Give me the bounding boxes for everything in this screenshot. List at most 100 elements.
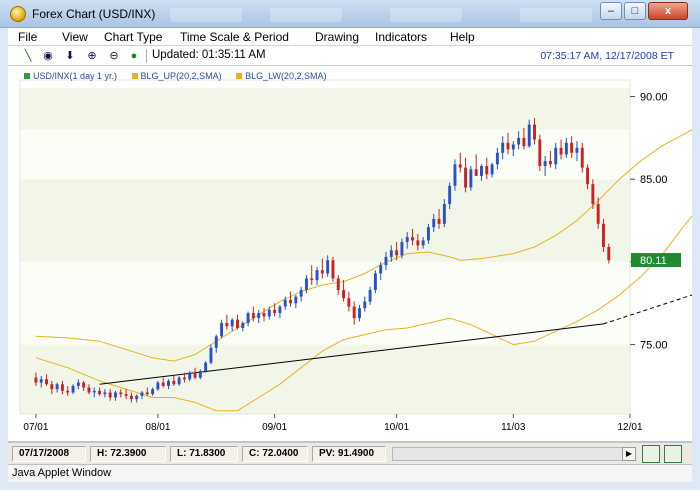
candle-body — [140, 392, 144, 396]
draw-line-icon[interactable]: ╲ — [24, 50, 32, 62]
candle-body — [236, 319, 239, 329]
candle-body — [241, 323, 245, 329]
candle-body — [575, 147, 579, 153]
x-tick-label: 12/01 — [617, 422, 642, 433]
zoom-out-icon[interactable]: ⊖ — [109, 50, 119, 62]
candle-body — [554, 147, 558, 165]
legend-swatch — [24, 73, 30, 79]
status-date: 07/17/2008 — [12, 446, 86, 462]
candle-body — [527, 124, 531, 147]
candle-body — [182, 377, 186, 380]
horizontal-scrollbar[interactable] — [392, 447, 636, 461]
last-price-badge — [631, 253, 681, 268]
menu-time-scale[interactable]: Time Scale & Period — [180, 30, 289, 44]
candle-body — [511, 144, 515, 150]
menu-help[interactable]: Help — [450, 30, 475, 44]
menu-view[interactable]: View — [62, 30, 88, 44]
candle-body — [304, 278, 308, 290]
candle-body — [543, 161, 547, 166]
y-tick-label: 75.00 — [640, 340, 668, 352]
candle-body — [559, 147, 563, 155]
candle-body — [92, 390, 96, 393]
window-title: Forex Chart (USD/INX) — [32, 7, 156, 21]
window-tile-icon[interactable] — [642, 445, 660, 463]
candle-body — [278, 306, 282, 314]
candle-body — [98, 390, 102, 395]
legend-label: BLG_UP(20,2,SMA) — [140, 71, 222, 81]
candle-body — [453, 164, 457, 186]
candle-body — [188, 372, 192, 380]
window-restore-icon[interactable] — [664, 445, 682, 463]
candle-body — [591, 184, 595, 205]
candle-body — [586, 167, 590, 185]
candle-body — [352, 306, 356, 319]
close-button[interactable]: x — [648, 2, 688, 20]
candle-body — [326, 260, 330, 274]
x-tick-label: 10/01 — [384, 422, 409, 433]
candle-body — [458, 164, 462, 168]
menu-file[interactable]: File — [18, 30, 38, 44]
background-tab — [390, 8, 462, 22]
candle-body — [389, 250, 393, 257]
candle-body — [485, 165, 489, 175]
chart-band — [20, 261, 630, 345]
candle-body — [533, 124, 536, 140]
price-chart[interactable]: 75.0080.0085.0090.0007/0108/0109/0110/01… — [8, 66, 692, 442]
candle-body — [246, 313, 250, 324]
status-pv: PV: 91.4900 — [312, 446, 386, 462]
legend-item-lower-band: BLG_LW(20,2,SMA) — [236, 71, 326, 81]
app-icon — [10, 6, 26, 22]
minimize-button[interactable]: – — [600, 2, 622, 20]
chart-area[interactable]: 75.0080.0085.0090.0007/0108/0109/0110/01… — [8, 66, 692, 442]
toolbar-separator — [146, 49, 147, 63]
menu-chart-type[interactable]: Chart Type — [104, 30, 163, 44]
menu-indicators[interactable]: Indicators — [375, 30, 428, 44]
candle-body — [538, 139, 542, 166]
lower-bollinger-band — [35, 215, 692, 412]
candle-body — [384, 256, 388, 266]
candle-body — [373, 273, 377, 290]
candle-body — [60, 384, 64, 391]
legend-swatch — [236, 73, 243, 79]
candle-body — [45, 379, 48, 385]
candle-body — [602, 223, 605, 247]
candle-body — [564, 142, 568, 155]
candle-body — [262, 313, 266, 317]
candle-body — [145, 392, 149, 395]
status-high: H: 72.3900 — [90, 446, 166, 462]
menu-drawing[interactable]: Drawing — [315, 30, 360, 44]
candle-body — [251, 313, 255, 319]
candle-body — [480, 165, 483, 176]
candle-body — [405, 237, 409, 243]
candle-body — [336, 278, 340, 290]
candle-body — [320, 270, 324, 274]
candle-body — [289, 299, 292, 304]
legend-item-price: USD/INX(1 day 1 yr.) — [24, 71, 117, 81]
candle-body — [432, 218, 436, 228]
candle-body — [230, 319, 234, 327]
chart-band — [20, 179, 630, 262]
zoom-in-icon[interactable]: ⊕ — [87, 50, 97, 62]
scroll-right-button[interactable]: ▶ — [622, 447, 636, 461]
y-tick-label: 90.00 — [640, 92, 668, 104]
candle-body — [501, 142, 505, 153]
legend-label: BLG_LW(20,2,SMA) — [245, 71, 327, 81]
candle-body — [442, 204, 446, 224]
background-tab — [520, 8, 592, 22]
candle-body — [103, 392, 107, 395]
candle-body — [172, 380, 176, 385]
candle-body — [416, 240, 420, 246]
maximize-button[interactable]: □ — [624, 2, 646, 20]
crosshair-icon[interactable]: ◉ — [43, 50, 53, 62]
dot-icon[interactable]: ● — [130, 50, 138, 62]
candle-body — [39, 379, 43, 383]
candle-body — [437, 218, 441, 224]
candle-body — [257, 313, 261, 319]
candle-body — [161, 382, 165, 386]
candle-body — [82, 382, 86, 388]
candle-body — [570, 142, 574, 153]
arrow-down-icon[interactable]: ⬇ — [65, 50, 75, 62]
clock-readout: 07:35:17 AM, 12/17/2008 ET — [540, 50, 674, 62]
candle-body — [108, 392, 112, 398]
candle-body — [204, 362, 208, 372]
